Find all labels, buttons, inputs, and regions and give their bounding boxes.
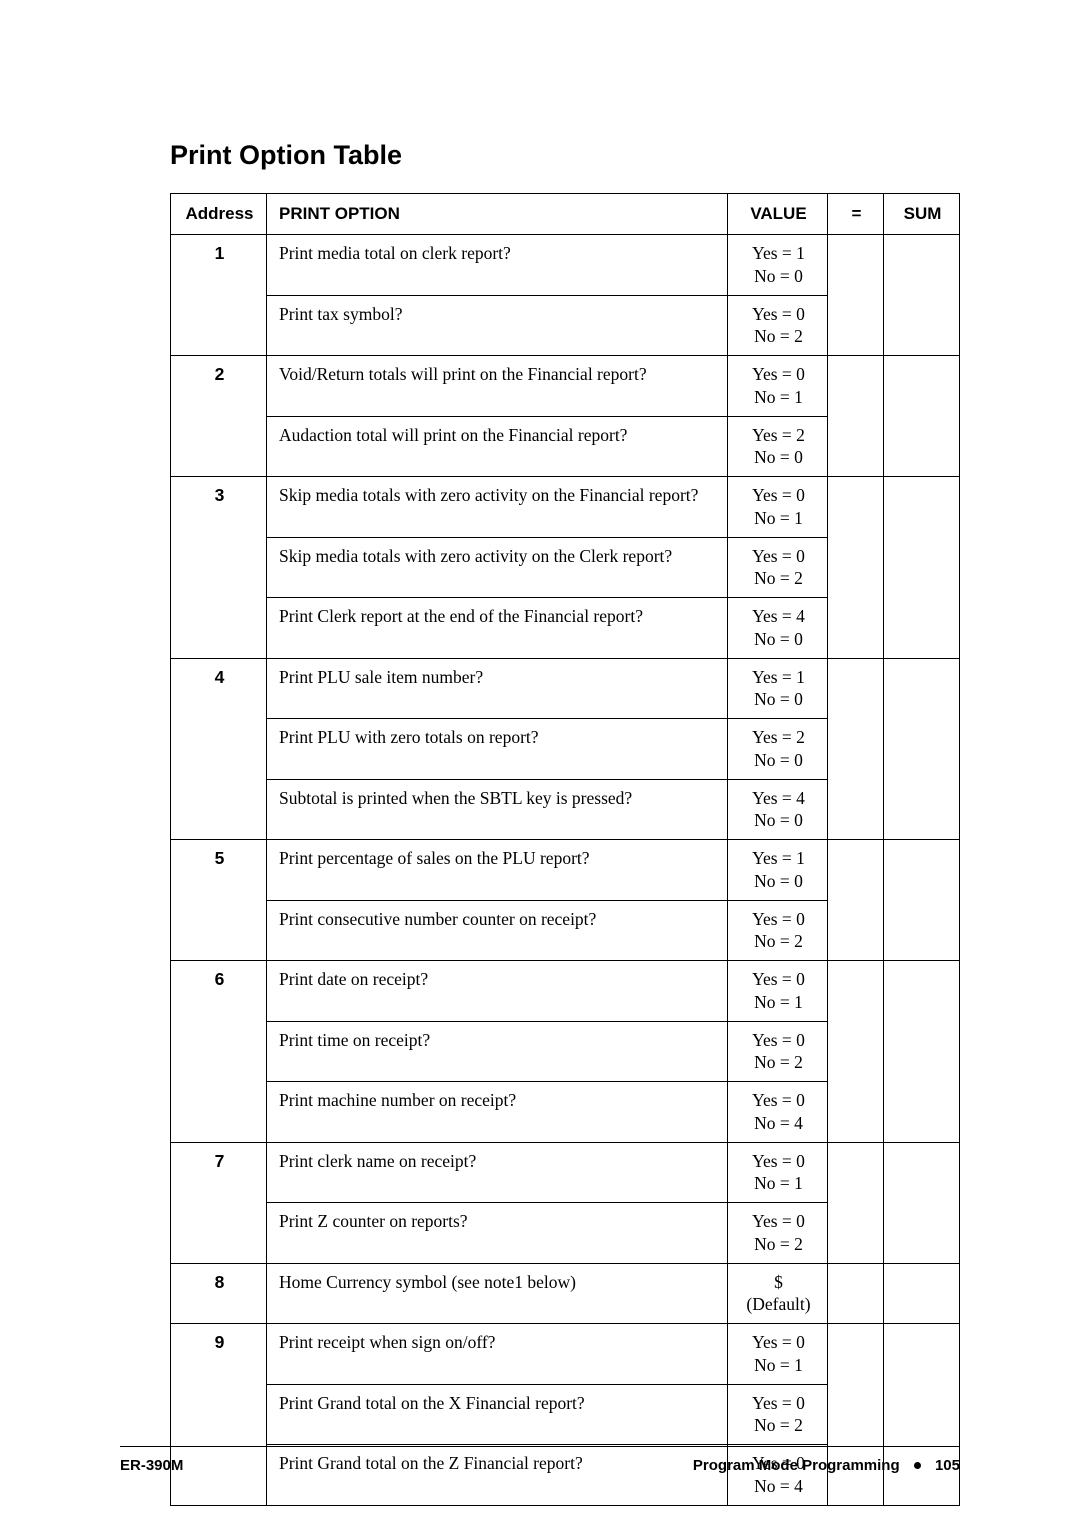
table-row: 8Home Currency symbol (see note1 below)$… [171, 1263, 960, 1324]
footer-section: Program Mode Programming 105 [693, 1457, 960, 1474]
table-row: 5Print percentage of sales on the PLU re… [171, 840, 960, 901]
bullet-icon [914, 1462, 921, 1469]
col-value: VALUE [728, 194, 828, 235]
address-cell: 8 [171, 1263, 267, 1324]
option-cell: Print Grand total on the X Financial rep… [267, 1384, 728, 1445]
address-cell: 6 [171, 961, 267, 1143]
table-row: 9Print receipt when sign on/off?Yes = 0N… [171, 1324, 960, 1385]
option-cell: Print percentage of sales on the PLU rep… [267, 840, 728, 901]
footer-section-label: Program Mode Programming [693, 1457, 900, 1474]
sum-cell [884, 658, 960, 840]
value-cell: Yes = 0No = 1 [728, 1142, 828, 1203]
option-cell: Print tax symbol? [267, 295, 728, 356]
address-cell: 1 [171, 235, 267, 356]
table-row: 2Void/Return totals will print on the Fi… [171, 356, 960, 417]
page-footer: ER-390M Program Mode Programming 105 [120, 1446, 960, 1474]
option-cell: Print receipt when sign on/off? [267, 1324, 728, 1385]
col-address: Address [171, 194, 267, 235]
address-cell: 9 [171, 1324, 267, 1506]
sum-cell [884, 477, 960, 659]
table-row: 4Print PLU sale item number?Yes = 1No = … [171, 658, 960, 719]
sum-cell [884, 356, 960, 477]
option-cell: Subtotal is printed when the SBTL key is… [267, 779, 728, 840]
option-cell: Print PLU sale item number? [267, 658, 728, 719]
eq-cell [828, 1324, 884, 1506]
value-cell: Yes = 0No = 2 [728, 1384, 828, 1445]
value-cell: $(Default) [728, 1263, 828, 1324]
value-cell: Yes = 0No = 1 [728, 477, 828, 538]
address-cell: 5 [171, 840, 267, 961]
table-row: 1Print media total on clerk report?Yes =… [171, 235, 960, 296]
option-cell: Print media total on clerk report? [267, 235, 728, 296]
table-header-row: Address PRINT OPTION VALUE = SUM [171, 194, 960, 235]
footer-model: ER-390M [120, 1457, 183, 1474]
value-cell: Yes = 1No = 0 [728, 235, 828, 296]
footer-page-number: 105 [935, 1457, 960, 1474]
eq-cell [828, 1142, 884, 1263]
value-cell: Yes = 0No = 2 [728, 295, 828, 356]
value-cell: Yes = 0No = 1 [728, 961, 828, 1022]
print-option-table: Address PRINT OPTION VALUE = SUM 1Print … [170, 193, 960, 1506]
value-cell: Yes = 0No = 2 [728, 537, 828, 598]
option-cell: Void/Return totals will print on the Fin… [267, 356, 728, 417]
option-cell: Print time on receipt? [267, 1021, 728, 1082]
value-cell: Yes = 0No = 2 [728, 900, 828, 961]
eq-cell [828, 356, 884, 477]
option-cell: Print date on receipt? [267, 961, 728, 1022]
option-cell: Skip media totals with zero activity on … [267, 537, 728, 598]
eq-cell [828, 477, 884, 659]
col-sum: SUM [884, 194, 960, 235]
option-cell: Print machine number on receipt? [267, 1082, 728, 1143]
address-cell: 2 [171, 356, 267, 477]
address-cell: 4 [171, 658, 267, 840]
col-print-option: PRINT OPTION [267, 194, 728, 235]
option-cell: Home Currency symbol (see note1 below) [267, 1263, 728, 1324]
sum-cell [884, 1263, 960, 1324]
value-cell: Yes = 0No = 2 [728, 1203, 828, 1264]
value-cell: Yes = 2No = 0 [728, 719, 828, 780]
eq-cell [828, 840, 884, 961]
sum-cell [884, 961, 960, 1143]
value-cell: Yes = 0No = 1 [728, 1324, 828, 1385]
value-cell: Yes = 0No = 1 [728, 356, 828, 417]
value-cell: Yes = 1No = 0 [728, 658, 828, 719]
eq-cell [828, 658, 884, 840]
col-eq: = [828, 194, 884, 235]
option-cell: Audaction total will print on the Financ… [267, 416, 728, 477]
eq-cell [828, 961, 884, 1143]
value-cell: Yes = 4No = 0 [728, 598, 828, 659]
option-cell: Skip media totals with zero activity on … [267, 477, 728, 538]
table-row: 6Print date on receipt?Yes = 0No = 1 [171, 961, 960, 1022]
value-cell: Yes = 2No = 0 [728, 416, 828, 477]
sum-cell [884, 1142, 960, 1263]
option-cell: Print Z counter on reports? [267, 1203, 728, 1264]
sum-cell [884, 235, 960, 356]
table-row: 3Skip media totals with zero activity on… [171, 477, 960, 538]
value-cell: Yes = 0No = 4 [728, 1082, 828, 1143]
value-cell: Yes = 1No = 0 [728, 840, 828, 901]
eq-cell [828, 1263, 884, 1324]
sum-cell [884, 840, 960, 961]
address-cell: 3 [171, 477, 267, 659]
option-cell: Print consecutive number counter on rece… [267, 900, 728, 961]
page-title: Print Option Table [170, 140, 960, 171]
option-cell: Print Clerk report at the end of the Fin… [267, 598, 728, 659]
option-cell: Print PLU with zero totals on report? [267, 719, 728, 780]
eq-cell [828, 235, 884, 356]
address-cell: 7 [171, 1142, 267, 1263]
table-row: 7Print clerk name on receipt?Yes = 0No =… [171, 1142, 960, 1203]
option-cell: Print clerk name on receipt? [267, 1142, 728, 1203]
value-cell: Yes = 4No = 0 [728, 779, 828, 840]
value-cell: Yes = 0No = 2 [728, 1021, 828, 1082]
sum-cell [884, 1324, 960, 1506]
